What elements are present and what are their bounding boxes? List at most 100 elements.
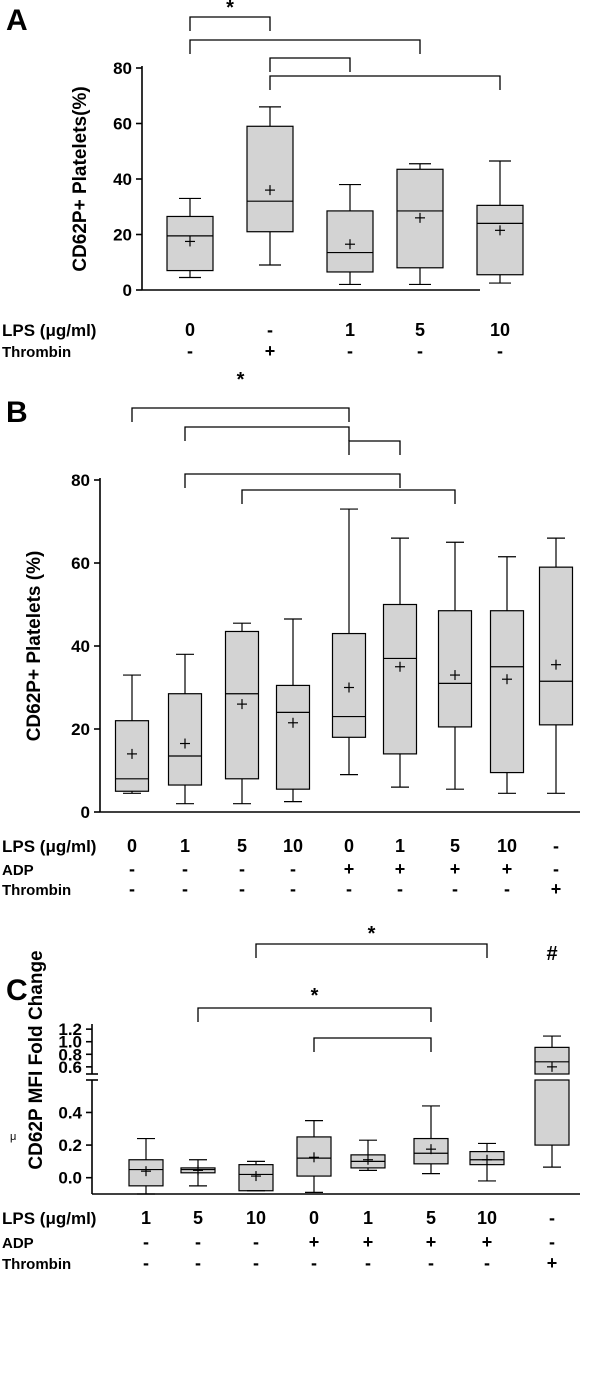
row-cell: + <box>482 1232 493 1252</box>
row-cell: - <box>129 859 135 879</box>
row-cell: + <box>363 1232 374 1252</box>
row-cell: 0 <box>344 836 354 856</box>
significance-hash: # <box>546 943 557 965</box>
row-cell: - <box>346 879 352 899</box>
y-tick-label: 20 <box>71 720 90 739</box>
y-tick-label: 60 <box>71 554 90 573</box>
row-cell: - <box>143 1253 149 1273</box>
box-group <box>382 537 418 788</box>
row-cell: - <box>129 879 135 899</box>
box-group <box>275 618 311 803</box>
box-group <box>326 183 374 286</box>
box-group <box>331 508 367 776</box>
box-group <box>224 622 260 805</box>
box-lower <box>534 1079 570 1146</box>
box-group <box>350 1139 386 1171</box>
row-cell: - <box>553 836 559 856</box>
significance-bracket <box>255 943 488 958</box>
y-tick-label: 0.6 <box>58 1058 82 1077</box>
significance-bracket <box>184 473 401 488</box>
box-iqr <box>476 204 524 276</box>
box-group <box>180 1159 216 1187</box>
panel-a: A CD62P+ Platelets(%) 0 20 40 60 80 LPS (μg/ml)… <box>2 0 524 361</box>
significance-bracket <box>269 57 351 72</box>
row-cell: 5 <box>237 836 247 856</box>
y-axis-label: CD62P+ Platelets (%) <box>24 551 45 742</box>
row-cell: - <box>182 879 188 899</box>
row-cell: 0 <box>185 320 195 340</box>
significance-bracket <box>189 39 421 54</box>
row-label: Thrombin <box>2 1256 71 1273</box>
y-tick-label: 20 <box>113 226 132 245</box>
row-cell: - <box>347 341 353 361</box>
row-cell: - <box>549 1232 555 1252</box>
row-cell: - <box>553 859 559 879</box>
row-cell: - <box>143 1232 149 1252</box>
row-cell: - <box>253 1232 259 1252</box>
row-cell: + <box>395 859 406 879</box>
row-cell: - <box>187 341 193 361</box>
row-cell: - <box>365 1253 371 1273</box>
significance-bracket <box>269 75 501 90</box>
row-cell: - <box>452 879 458 899</box>
box-group <box>538 537 574 794</box>
row-cell: - <box>290 879 296 899</box>
row-cell: 10 <box>477 1208 497 1228</box>
row-label: ADP <box>2 1235 34 1252</box>
y-tick-label: 1.2 <box>58 1020 82 1039</box>
row-label: Thrombin <box>2 344 71 361</box>
row-cell: + <box>265 341 276 361</box>
box-group <box>238 1160 274 1192</box>
box-group <box>396 163 444 286</box>
row-cell: 10 <box>497 836 517 856</box>
box-iqr <box>489 610 525 774</box>
row-cell: 1 <box>345 320 355 340</box>
row-cell: - <box>253 1253 259 1273</box>
row-cell: - <box>239 859 245 879</box>
row-cell: 10 <box>490 320 510 340</box>
row-cell: - <box>397 879 403 899</box>
significance-star: * <box>311 985 319 1007</box>
y-tick-label: 0.0 <box>58 1169 82 1188</box>
row-cell: + <box>502 859 513 879</box>
row-label: ADP <box>2 862 34 879</box>
row-cell: 5 <box>193 1208 203 1228</box>
row-cell: - <box>290 859 296 879</box>
y-tick-label: 0.8 <box>58 1045 82 1064</box>
row-cell: + <box>309 1232 320 1252</box>
significance-star: * <box>237 369 245 391</box>
row-cell: - <box>417 341 423 361</box>
row-cell: + <box>344 859 355 879</box>
row-label: LPS (μg/ml) <box>2 837 96 856</box>
box-group <box>166 197 214 279</box>
box-iqr <box>246 125 294 233</box>
y-tick-label: 80 <box>113 59 132 78</box>
y-tick-label: 40 <box>71 637 90 656</box>
panel-label: C <box>6 974 28 1007</box>
row-cell: + <box>551 879 562 899</box>
row-cell: - <box>267 320 273 340</box>
stray-mark: μ <box>10 1131 16 1143</box>
significance-bracket <box>241 489 456 504</box>
y-tick-label: 40 <box>113 170 132 189</box>
y-tick-label: 60 <box>113 115 132 134</box>
row-cell: 1 <box>363 1208 373 1228</box>
y-axis-label: CD62P+ Platelets(%) <box>70 86 91 271</box>
box-group <box>246 106 294 266</box>
y-tick-label: 0.2 <box>58 1136 82 1155</box>
box-group <box>476 160 524 284</box>
panel-b: B CD62P+ Platelets (%) 0 20 40 60 80 LPS (μg/ml… <box>2 369 580 899</box>
significance-bracket <box>189 16 271 31</box>
row-cell: 10 <box>283 836 303 856</box>
row-cell: - <box>239 879 245 899</box>
significance-star: * <box>368 923 376 945</box>
box-group <box>167 653 203 805</box>
box-group <box>489 556 525 794</box>
significance-bracket <box>184 426 350 441</box>
row-cell: 1 <box>180 836 190 856</box>
row-cell: - <box>428 1253 434 1273</box>
box-group <box>128 1137 164 1195</box>
y-axis-label: CD62P MFI Fold Change <box>26 950 47 1169</box>
box-iqr <box>382 603 418 755</box>
